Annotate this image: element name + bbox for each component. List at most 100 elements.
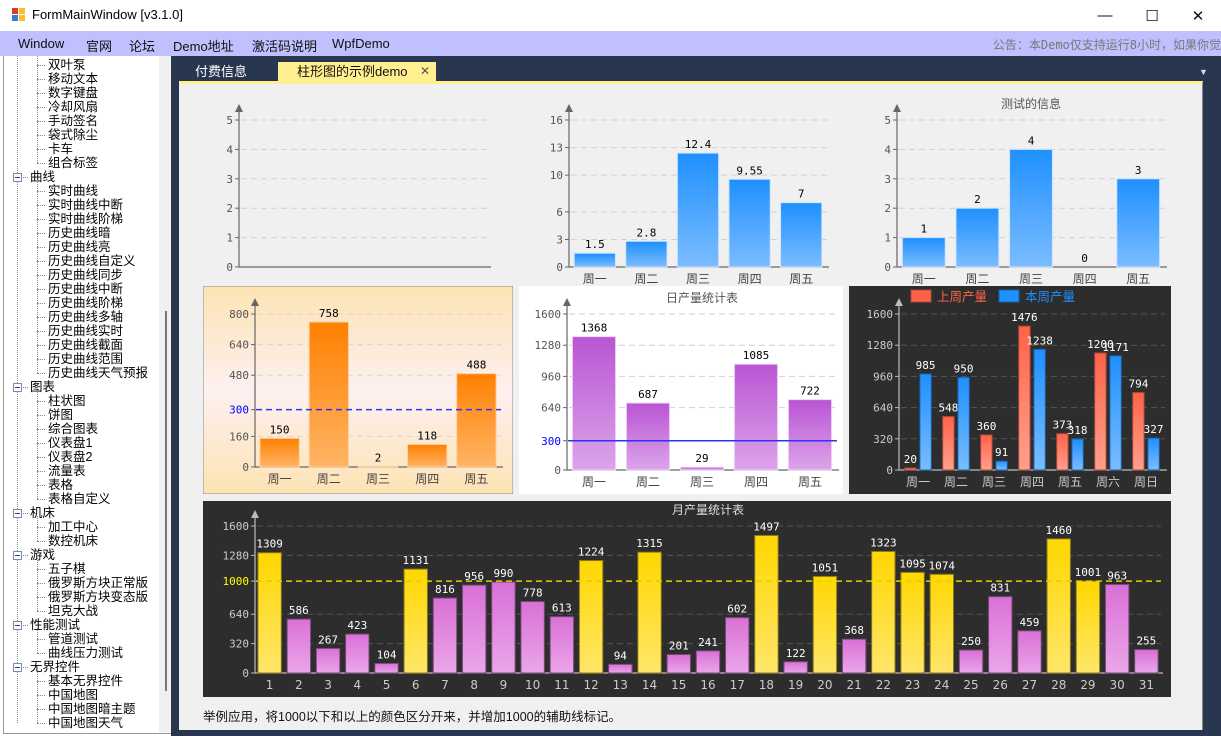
tree-group-6[interactable]: 无界控件 bbox=[30, 660, 81, 674]
menu-forum[interactable]: 论坛 bbox=[129, 39, 156, 54]
bar bbox=[462, 584, 487, 674]
tree-item[interactable]: 俄罗斯方块变态版 bbox=[48, 590, 149, 604]
bar bbox=[571, 336, 617, 471]
tab-overflow-icon[interactable]: ▼ bbox=[1199, 67, 1208, 77]
x-tick-label: 周四 bbox=[415, 472, 439, 486]
tree-connector bbox=[37, 219, 45, 220]
chart-weekly-compare: 0 320 640 960 1280 1600 周一 周二 周三 周四 周五 周六 周日 20 548 360… bbox=[849, 286, 1171, 494]
tree-item[interactable]: 历史曲线中断 bbox=[48, 282, 124, 296]
tree-item[interactable]: 实时曲线中断 bbox=[48, 198, 124, 212]
tree-connector bbox=[37, 527, 45, 528]
bar-value-label: 1001 bbox=[1075, 566, 1102, 579]
tree-item[interactable]: 历史曲线同步 bbox=[48, 268, 124, 282]
tree-item[interactable]: 曲线压力测试 bbox=[48, 646, 124, 660]
tree-branch-line bbox=[37, 180, 38, 373]
expand-collapse-icon[interactable] bbox=[13, 663, 22, 672]
tree-item[interactable]: 数字键盘 bbox=[48, 86, 99, 100]
tab-paid-info[interactable]: 付费信息 bbox=[195, 64, 248, 79]
tree-item[interactable]: 中国地图 bbox=[48, 688, 99, 702]
close-button[interactable]: ✕ bbox=[1175, 0, 1221, 31]
menu-wpfdemo[interactable]: WpfDemo bbox=[332, 36, 390, 51]
minimize-button[interactable]: — bbox=[1082, 0, 1128, 31]
bar-value-label: 1460 bbox=[1045, 524, 1072, 537]
x-tick-label: 周一 bbox=[268, 472, 292, 486]
bar-value-label: 122 bbox=[786, 647, 806, 660]
expand-collapse-icon[interactable] bbox=[13, 383, 22, 392]
tree-item[interactable]: 历史曲线多轴 bbox=[48, 310, 124, 324]
tree-item[interactable]: 历史曲线暗 bbox=[48, 226, 111, 240]
y-tick-label: 300 bbox=[541, 435, 561, 448]
tree-item[interactable]: 柱状图 bbox=[48, 394, 86, 408]
sidebar-tree[interactable]: 双叶泵 移动文本 数字键盘 冷却风扇 手动签名 袋式除尘 卡车 组合标签 曲线 实时曲线 实时曲线中… bbox=[3, 56, 173, 734]
tree-item[interactable]: 仪表盘1 bbox=[48, 436, 93, 450]
bar bbox=[957, 376, 970, 471]
tab-close-icon[interactable]: ✕ bbox=[420, 64, 431, 78]
tree-group-5[interactable]: 性能测试 bbox=[30, 618, 81, 632]
chart-orange-bars: 0 160 300 480 640 800 周一 周二 周三 周四 周五 150 758 2 118 488 bbox=[203, 286, 513, 494]
expand-collapse-icon[interactable] bbox=[13, 621, 22, 630]
bar-value-label: 250 bbox=[961, 635, 981, 648]
tree-item[interactable]: 卡车 bbox=[48, 142, 74, 156]
tree-item[interactable]: 基本无界控件 bbox=[48, 674, 124, 688]
tree-item[interactable]: 袋式除尘 bbox=[48, 128, 99, 142]
bar bbox=[1033, 348, 1046, 471]
bar-value-label: 118 bbox=[417, 429, 437, 442]
tree-item[interactable]: 表格自定义 bbox=[48, 492, 111, 506]
tree-item[interactable]: 中国地图天气 bbox=[48, 716, 124, 730]
expand-collapse-icon[interactable] bbox=[13, 551, 22, 560]
tree-branch-line bbox=[37, 516, 38, 541]
legend-swatch bbox=[910, 289, 932, 303]
tree-group-1[interactable]: 曲线 bbox=[30, 170, 56, 184]
tree-item[interactable]: 历史曲线阶梯 bbox=[48, 296, 124, 310]
tree-item[interactable]: 坦克大战 bbox=[48, 604, 99, 618]
tab-bar-chart-demo[interactable]: 柱形图的示例demo ✕ bbox=[278, 62, 436, 81]
menu-activation-code[interactable]: 激活码说明 bbox=[252, 39, 318, 54]
tree-item[interactable]: 俄罗斯方块正常版 bbox=[48, 576, 149, 590]
tree-item[interactable]: 流量表 bbox=[48, 464, 86, 478]
tree-item[interactable]: 数控机床 bbox=[48, 534, 99, 548]
tree-group-2[interactable]: 图表 bbox=[30, 380, 56, 394]
bar-value-label: 1224 bbox=[578, 546, 605, 559]
expand-collapse-icon[interactable] bbox=[13, 509, 22, 518]
maximize-button[interactable]: ☐ bbox=[1129, 0, 1175, 31]
tree-item[interactable]: 加工中心 bbox=[48, 520, 99, 534]
tree-item[interactable]: 历史曲线截面 bbox=[48, 338, 124, 352]
tree-item[interactable]: 组合标签 bbox=[48, 156, 99, 170]
tree-item[interactable]: 饼图 bbox=[48, 408, 74, 422]
tree-item[interactable]: 双叶泵 bbox=[48, 58, 86, 72]
y-tick-label: 10 bbox=[550, 169, 563, 182]
bar-value-label: 1095 bbox=[899, 557, 926, 570]
tree-item[interactable]: 历史曲线亮 bbox=[48, 240, 111, 254]
tree-item[interactable]: 五子棋 bbox=[48, 562, 86, 576]
tree-item[interactable]: 仪表盘2 bbox=[48, 450, 93, 464]
tree-group-4[interactable]: 游戏 bbox=[30, 548, 56, 562]
tree-item[interactable]: 管道测试 bbox=[48, 632, 99, 646]
tree-item[interactable]: 历史曲线实时 bbox=[48, 324, 124, 338]
tree-item[interactable]: 表格 bbox=[48, 478, 74, 492]
tree-item[interactable]: 实时曲线阶梯 bbox=[48, 212, 124, 226]
x-tick-label: 5 bbox=[383, 678, 391, 692]
tree-group-3[interactable]: 机床 bbox=[30, 506, 56, 520]
bar-value-label: 12.4 bbox=[685, 138, 712, 151]
y-tick-label: 1280 bbox=[535, 339, 562, 352]
bar-value-label: 0 bbox=[1081, 252, 1088, 265]
tree-item[interactable]: 移动文本 bbox=[48, 72, 99, 86]
tree-item[interactable]: 实时曲线 bbox=[48, 184, 99, 198]
tree-item[interactable]: 历史曲线自定义 bbox=[48, 254, 136, 268]
tree-item[interactable]: 冷却风扇 bbox=[48, 100, 99, 114]
menu-official-site[interactable]: 官网 bbox=[86, 39, 113, 54]
x-tick-label: 4 bbox=[353, 678, 361, 692]
menu-demo-address[interactable]: Demo地址 bbox=[173, 39, 234, 54]
tree-item[interactable]: 手动签名 bbox=[48, 114, 99, 128]
tree-item[interactable]: 历史曲线范围 bbox=[48, 352, 124, 366]
tree-item[interactable]: 历史曲线天气预报 bbox=[48, 366, 149, 380]
tree-item[interactable]: 中国地图暗主题 bbox=[48, 702, 136, 716]
tree-connector bbox=[37, 611, 45, 612]
tree-item[interactable]: 综合图表 bbox=[48, 422, 99, 436]
menu-window[interactable]: Window bbox=[18, 36, 65, 51]
sidebar-scrollbar-thumb[interactable] bbox=[165, 311, 167, 691]
expand-collapse-icon[interactable] bbox=[13, 173, 22, 182]
y-tick-label: 1000 bbox=[223, 575, 250, 588]
chart-svg: 0 3 6 10 13 16 周一 周二 周三 周四 周五 1.5 2.8 12.4 9.55 7 bbox=[527, 92, 845, 284]
